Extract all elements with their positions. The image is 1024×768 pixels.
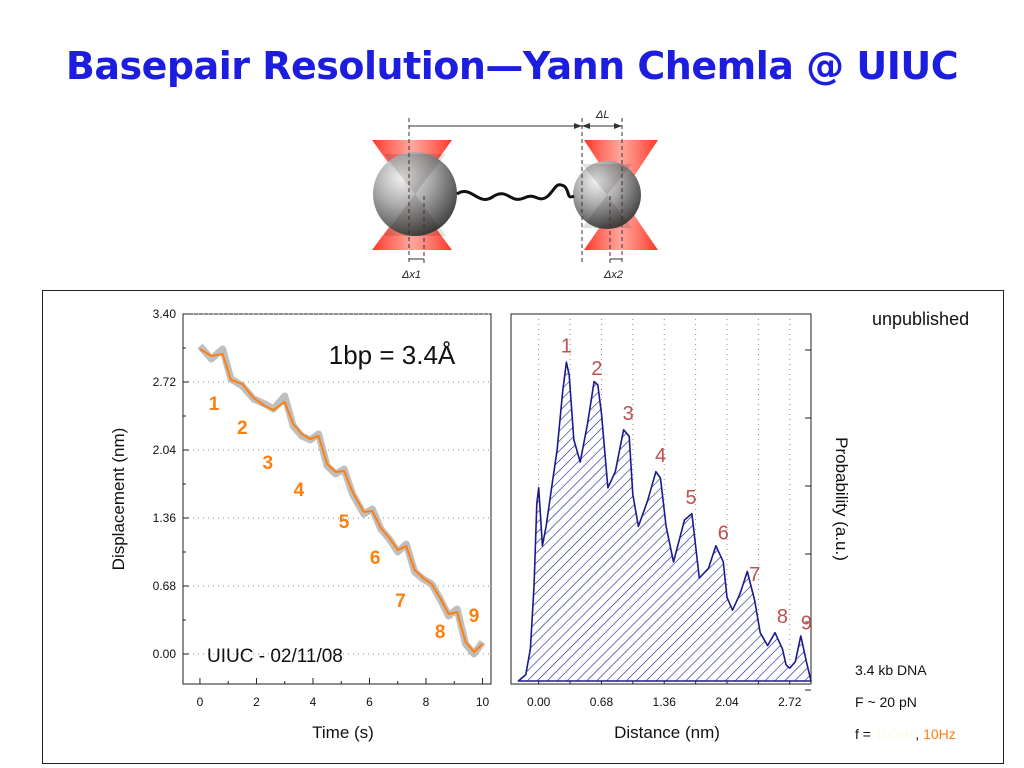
step-label: 7 [395, 591, 406, 612]
right-bead [573, 161, 641, 229]
series-10hz-line [199, 348, 484, 653]
step-label: 5 [339, 512, 350, 533]
peak-label: 7 [749, 564, 760, 586]
y-tick-label: 0.68 [153, 579, 177, 593]
x-axis-label: Distance (nm) [614, 723, 720, 742]
dna-tether [456, 183, 575, 201]
peak-label: 4 [655, 445, 666, 467]
y-axis-label: Probability (a.u.) [832, 437, 851, 561]
x-tick-label: 10 [476, 695, 490, 709]
peak-label: 8 [777, 606, 788, 628]
x-axis-label: Time (s) [312, 723, 374, 742]
peak-label: 3 [623, 403, 634, 425]
optical-trap-diagram: ΔL Δx1 Δx2 [372, 109, 658, 281]
dna-length-text: 3.4 kb DNA [855, 662, 927, 678]
x-tick-label: 0.68 [590, 695, 614, 709]
delta-x1-label: Δx1 [401, 269, 421, 281]
y-axis-label: Displacement (nm) [109, 428, 128, 571]
freq-100hz: 100Hz [874, 726, 916, 742]
peak-label: 6 [718, 522, 729, 544]
step-label: 1 [209, 394, 220, 415]
x-tick-label: 6 [366, 695, 373, 709]
frequency-text: f = 100Hz, 10Hz [855, 724, 956, 756]
x-tick-label: 2.04 [715, 695, 739, 709]
step-label: 6 [370, 548, 381, 569]
freq-separator: , [915, 726, 924, 742]
step-label: 4 [294, 480, 305, 501]
step-label: 2 [237, 418, 248, 439]
y-tick-label: 2.04 [153, 443, 177, 457]
step-label: 3 [262, 453, 273, 474]
experiment-conditions: 3.4 kb DNA F ~ 20 pN f = 100Hz, 10Hz [855, 660, 956, 756]
figure-panel [42, 290, 1004, 764]
x-tick-label: 2.72 [778, 695, 802, 709]
peak-label: 1 [561, 336, 572, 358]
unpublished-note: unpublished [872, 309, 970, 329]
y-tick-label: 2.72 [153, 375, 177, 389]
series-100hz-line [197, 343, 486, 658]
step-label: 8 [435, 622, 446, 643]
x-tick-label: 8 [423, 695, 430, 709]
peak-label: 9 [801, 612, 812, 634]
x-tick-label: 0 [197, 695, 204, 709]
y-tick-label: 3.40 [153, 307, 177, 321]
uiuc-date-label: UIUC - 02/11/08 [207, 646, 343, 667]
displacement-time-chart: 0.00 0.68 1.36 2.04 2.72 3.40 0 2 4 6 8 10 Time (s) D… [109, 307, 492, 742]
peak-label: 5 [685, 487, 696, 509]
freq-10hz: 10Hz [923, 726, 956, 742]
x-tick-label: 0.00 [527, 695, 551, 709]
probability-area [517, 361, 812, 682]
y-tick-label: 1.36 [153, 511, 177, 525]
step-label: 9 [469, 606, 480, 627]
basepair-size-label: 1bp = 3.4Å [329, 340, 456, 370]
y-tick-label: 0.00 [153, 647, 177, 661]
slide-title: Basepair Resolution—Yann Chemla @ UIUC [65, 44, 959, 88]
delta-L-label: ΔL [595, 109, 610, 121]
x-tick-label: 2 [253, 695, 260, 709]
delta-x2-label: Δx2 [603, 269, 623, 281]
force-text: F ~ 20 pN [855, 694, 917, 710]
peak-label: 2 [591, 358, 602, 380]
left-bead [373, 152, 457, 236]
x-tick-label: 1.36 [653, 695, 677, 709]
right-plot-frame [510, 313, 812, 685]
left-plot-frame [182, 313, 492, 685]
x-tick-label: 4 [310, 695, 317, 709]
freq-prefix: f = [855, 726, 875, 742]
